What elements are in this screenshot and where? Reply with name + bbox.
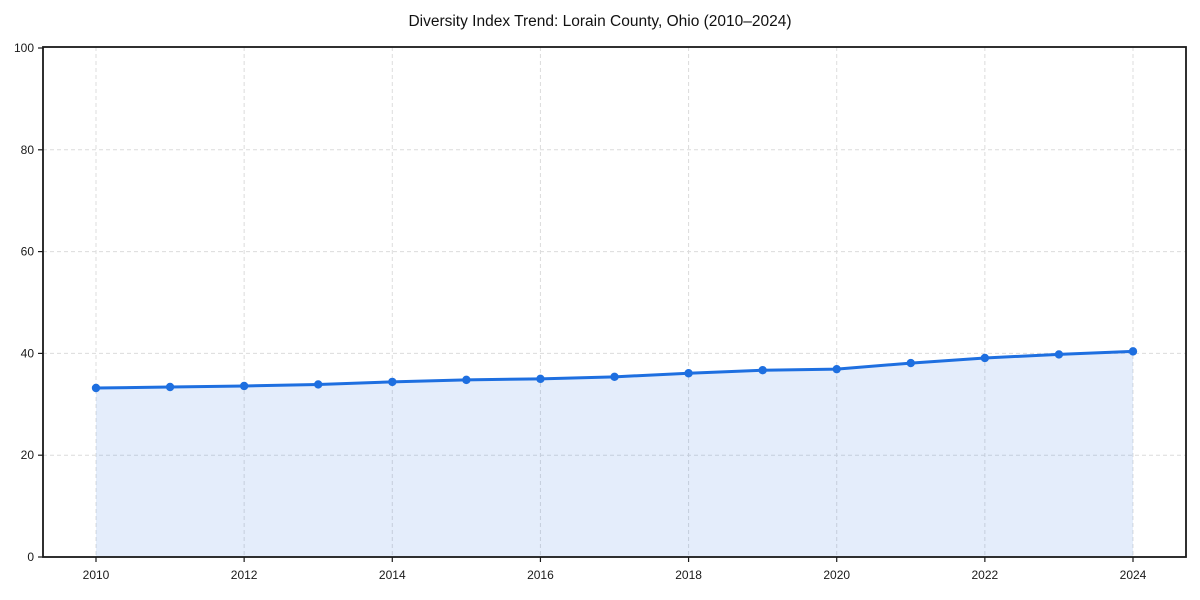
y-tick-label: 100 — [14, 41, 34, 55]
data-point-2020 — [832, 364, 841, 374]
data-point-2016 — [536, 374, 545, 384]
x-tick-label: 2016 — [527, 568, 554, 582]
data-point-2021 — [906, 358, 915, 368]
data-point-2024 — [1128, 347, 1138, 356]
x-tick-label: 2024 — [1120, 568, 1147, 582]
x-tick-label: 2010 — [83, 568, 110, 582]
x-tick-label: 2022 — [972, 568, 999, 582]
y-tick-label: 80 — [21, 143, 35, 157]
data-point-2017 — [610, 372, 619, 382]
chart-title: Diversity Index Trend: Lorain County, Oh… — [408, 13, 792, 30]
data-point-2022 — [980, 353, 990, 363]
y-tick-label: 40 — [21, 346, 35, 360]
y-tick-label: 20 — [21, 448, 35, 462]
x-tick-label: 2020 — [823, 568, 850, 582]
data-point-2010 — [91, 383, 101, 393]
y-tick-label: 0 — [27, 550, 34, 564]
data-point-2019 — [758, 365, 767, 375]
data-point-2023 — [1054, 350, 1064, 359]
data-point-2013 — [314, 380, 323, 389]
data-point-2011 — [165, 382, 175, 392]
plot-border — [42, 46, 1187, 558]
data-point-2018 — [684, 369, 693, 378]
area-fill — [96, 351, 1133, 557]
y-tick-label: 60 — [21, 245, 35, 259]
data-point-2015 — [462, 375, 471, 385]
x-tick-label: 2018 — [675, 568, 702, 582]
x-tick-label: 2012 — [231, 568, 258, 582]
data-point-2014 — [388, 377, 397, 387]
data-point-2012 — [239, 381, 249, 391]
x-tick-label: 2014 — [379, 568, 406, 582]
